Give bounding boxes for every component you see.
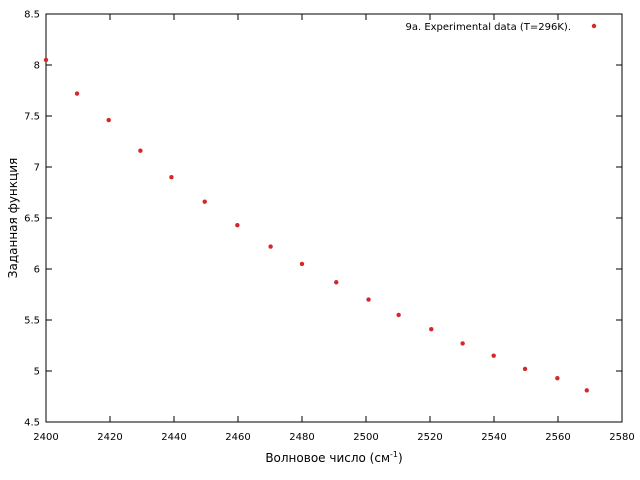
y-tick-label: 7: [34, 163, 40, 174]
x-tick-label: 2460: [225, 432, 250, 443]
data-point: [169, 175, 174, 180]
legend-marker: [591, 23, 597, 29]
legend: 9a. Experimental data (T=296K).: [405, 22, 597, 33]
x-axis-label: Волновое число (см-1): [265, 450, 402, 465]
x-tick-label: 2540: [481, 432, 506, 443]
data-point: [268, 244, 273, 249]
x-tick-label: 2440: [161, 432, 186, 443]
data-point: [460, 341, 465, 346]
data-point: [366, 297, 371, 302]
y-tick-label: 8.5: [24, 10, 40, 21]
x-tick-label: 2520: [417, 432, 442, 443]
x-tick-label: 2480: [289, 432, 314, 443]
y-tick-label: 7.5: [24, 112, 40, 123]
data-point: [522, 366, 528, 372]
x-tick-label: 2500: [353, 432, 378, 443]
y-tick-label: 5: [34, 367, 40, 378]
y-tick-label: 8: [34, 61, 40, 72]
y-tick-label: 5.5: [24, 316, 40, 327]
x-axis: 2400 2420 2440 2460 2480 2500 2520 2540 2560 2580: [33, 14, 635, 443]
data-point: [74, 91, 80, 96]
x-tick-label: 2560: [545, 432, 570, 443]
x-tick-label: 2400: [33, 432, 58, 443]
plot-frame: [45, 13, 623, 423]
x-axis-label-superscript: -1: [390, 450, 398, 459]
y-tick-label: 4.5: [24, 418, 40, 429]
y-tick-label: 6.5: [24, 214, 40, 225]
data-point: [555, 375, 560, 381]
data-point: [491, 353, 496, 358]
data-point: [334, 280, 339, 285]
x-axis-label-text: Волновое число (см: [265, 451, 390, 465]
legend-entry-label: 9a. Experimental data (T=296K).: [405, 22, 571, 33]
data-point: [106, 117, 111, 123]
x-tick-label: 2420: [97, 432, 122, 443]
data-point: [429, 326, 434, 332]
x-axis-label-end: ): [398, 451, 403, 465]
data-point: [43, 57, 49, 63]
y-axis-label: Заданная функция: [6, 158, 20, 278]
y-tick-label: 6: [34, 265, 40, 276]
x-tick-label: 2580: [609, 432, 634, 443]
data-points: [43, 57, 589, 393]
data-point: [202, 199, 207, 204]
data-point: [138, 148, 143, 153]
data-point: [396, 312, 401, 318]
y-axis: 4.5 5 5.5 6 6.5 7 7.5 8 8.5: [24, 10, 622, 429]
data-point: [235, 222, 240, 228]
data-point: [584, 388, 589, 393]
data-point: [299, 261, 305, 267]
